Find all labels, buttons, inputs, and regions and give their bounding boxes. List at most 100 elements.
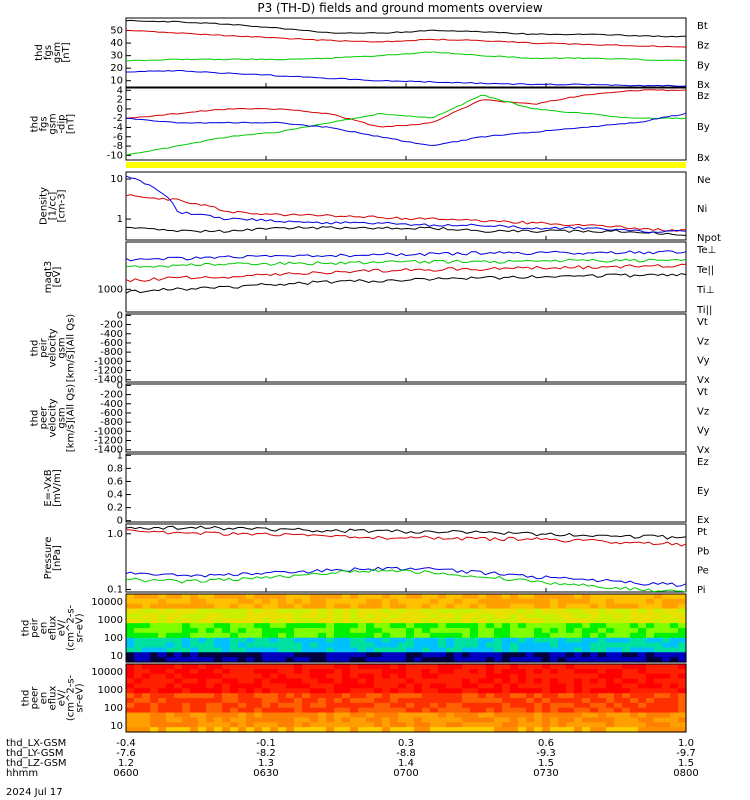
- spectrogram-cell: [454, 683, 463, 689]
- spectrogram-cell: [382, 722, 391, 728]
- spectrogram-cell: [286, 678, 295, 685]
- y-tick-label: -8: [113, 141, 123, 152]
- spectrogram-cell: [246, 707, 255, 714]
- legend-ni: Ni: [697, 204, 707, 215]
- spectrogram-cell: [286, 702, 295, 709]
- spectrogram-cell: [342, 683, 351, 689]
- spectrogram-cell: [550, 598, 559, 605]
- spectrogram-cell: [310, 628, 319, 634]
- spectrogram-cell: [254, 727, 263, 733]
- series-line-te⊥: [125, 263, 687, 283]
- spectrogram-cell: [270, 707, 279, 714]
- spectrogram-cell: [478, 678, 487, 685]
- spectrogram-cell: [638, 628, 647, 634]
- spectrogram-cell: [238, 712, 247, 719]
- spectrogram-cell: [390, 613, 399, 619]
- spectrogram-cell: [582, 608, 591, 615]
- spectrogram-cell: [494, 603, 503, 610]
- spectrogram-cell: [646, 632, 655, 639]
- y-axis-label: [eV]: [52, 267, 63, 288]
- spectrogram-cell: [630, 707, 639, 714]
- spectrogram-cell: [342, 657, 351, 663]
- spectrogram-cell: [478, 673, 487, 680]
- spectrogram-cell: [206, 693, 215, 699]
- spectrogram-cell: [518, 683, 527, 689]
- spectrogram-cell: [662, 722, 671, 728]
- spectrogram-cell: [222, 668, 231, 675]
- spectrogram-cell: [494, 608, 503, 615]
- spectrogram-cell: [486, 657, 495, 663]
- spectrogram-cell: [126, 727, 135, 733]
- spectrogram-cell: [542, 642, 551, 649]
- spectrogram-cell: [150, 647, 159, 653]
- spectrogram-cell: [638, 632, 647, 639]
- spectrogram-cell: [478, 632, 487, 639]
- spectrogram-cell: [182, 673, 191, 680]
- spectrogram-cell: [254, 698, 263, 704]
- spectrogram-cell: [614, 688, 623, 694]
- spectrogram-cell: [374, 707, 383, 714]
- y-axis-label: thd: [30, 116, 41, 133]
- spectrogram-cell: [190, 673, 199, 680]
- spectrogram-cell: [190, 712, 199, 719]
- spectrogram-cell: [454, 693, 463, 699]
- spectrogram-cell: [390, 727, 399, 733]
- spectrogram-cell: [150, 594, 159, 600]
- spectrogram-cell: [238, 727, 247, 733]
- spectrogram-cell: [670, 603, 679, 610]
- panel-frame: [125, 453, 687, 523]
- spectrogram-cell: [454, 712, 463, 719]
- spectrogram-cell: [142, 632, 151, 639]
- spectrogram-cell: [334, 623, 343, 629]
- spectrogram-cell: [622, 683, 631, 689]
- spectrogram-cell: [462, 608, 471, 615]
- spectrogram-cell: [294, 727, 303, 733]
- spectrogram-cell: [398, 673, 407, 680]
- spectrogram-cell: [478, 594, 487, 600]
- spectrogram-cell: [286, 642, 295, 649]
- spectrogram-cell: [342, 628, 351, 634]
- spectrogram-cell: [302, 698, 311, 704]
- spectrogram-cell: [150, 603, 159, 610]
- spectrogram-cell: [606, 678, 615, 685]
- spectrogram-cell: [438, 664, 447, 670]
- spectrogram-cell: [598, 652, 607, 658]
- spectrogram-cell: [430, 668, 439, 675]
- spectrogram-cell: [382, 642, 391, 649]
- spectrogram-cell: [142, 647, 151, 653]
- spectrogram-cell: [566, 594, 575, 600]
- y-tick-label: 30: [110, 51, 123, 62]
- spectrogram-cell: [214, 722, 223, 728]
- spectrogram-cell: [326, 698, 335, 704]
- spectrogram-cell: [574, 603, 583, 610]
- spectrogram-cell: [286, 707, 295, 714]
- spectrogram-cell: [590, 707, 599, 714]
- spectrogram-cell: [510, 678, 519, 685]
- spectrogram-cell: [446, 594, 455, 600]
- spectrogram-cell: [174, 668, 183, 675]
- spectrogram-cell: [446, 618, 455, 624]
- y-tick-label: 10000: [91, 597, 123, 608]
- spectrogram-cell: [174, 727, 183, 733]
- spectrogram-cell: [318, 712, 327, 719]
- spectrogram-cell: [462, 678, 471, 685]
- spectrogram-cell: [614, 727, 623, 733]
- y-axis-label: [km/s](All Qs): [66, 314, 77, 382]
- spectrogram-cell: [238, 664, 247, 670]
- spectrogram-cell: [566, 698, 575, 704]
- spectrogram-cell: [222, 688, 231, 694]
- spectrogram-cell: [262, 623, 271, 629]
- spectrogram-cell: [630, 722, 639, 728]
- spectrogram-cell: [198, 727, 207, 733]
- spectrogram-cell: [526, 668, 535, 675]
- spectrogram-cell: [326, 652, 335, 658]
- spectrogram-cell: [294, 657, 303, 663]
- spectrogram-cell: [398, 632, 407, 639]
- spectrogram-cell: [142, 668, 151, 675]
- spectrogram-cell: [190, 717, 199, 723]
- spectrogram-cell: [318, 717, 327, 723]
- spectrogram-cell: [454, 618, 463, 624]
- spectrogram-cell: [598, 717, 607, 723]
- y-tick-label: -2: [113, 113, 123, 124]
- spectrogram-cell: [302, 712, 311, 719]
